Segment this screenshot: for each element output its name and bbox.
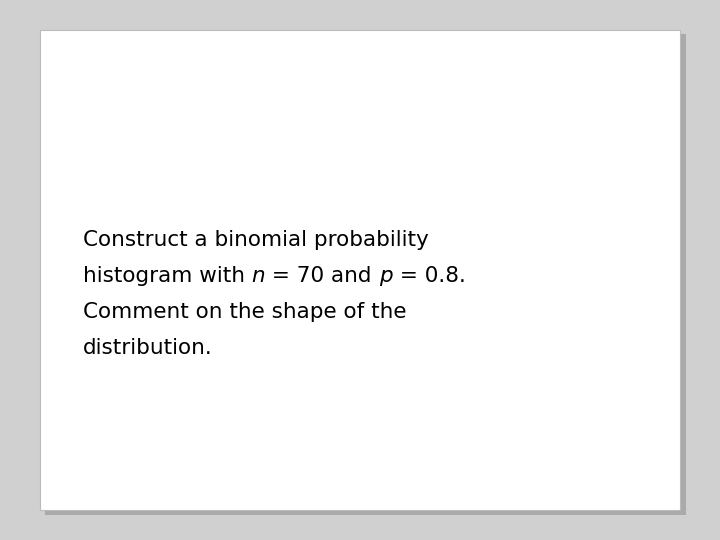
- FancyBboxPatch shape: [40, 30, 680, 510]
- Text: n: n: [252, 266, 265, 286]
- Text: = 0.8.: = 0.8.: [392, 266, 465, 286]
- FancyBboxPatch shape: [45, 34, 686, 515]
- Text: distribution.: distribution.: [83, 338, 212, 358]
- Text: p: p: [379, 266, 392, 286]
- Text: histogram with: histogram with: [83, 266, 252, 286]
- Text: Comment on the shape of the: Comment on the shape of the: [83, 302, 406, 322]
- Text: = 70 and: = 70 and: [266, 266, 379, 286]
- Text: Construct a binomial probability: Construct a binomial probability: [83, 230, 428, 249]
